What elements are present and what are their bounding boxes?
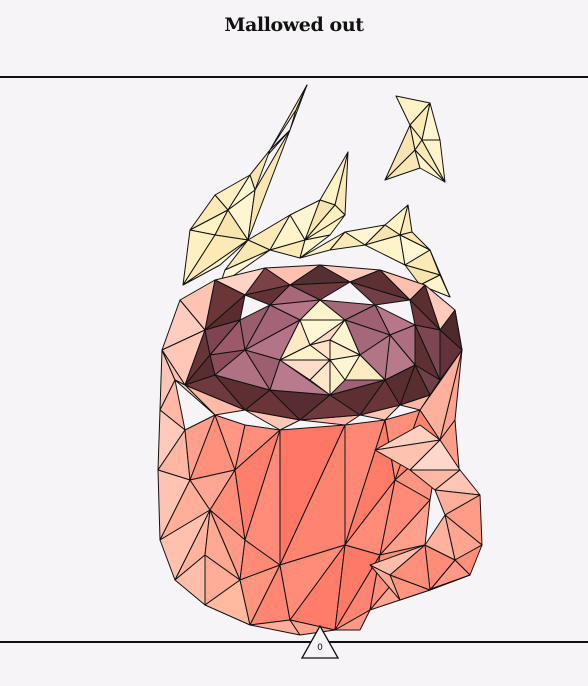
score-counter-button[interactable]: 0 (300, 624, 340, 660)
page-title: Mallowed out (224, 14, 364, 36)
counter-value: 0 (317, 643, 323, 653)
mug-artwork (157, 84, 483, 636)
triangle-icon (300, 624, 340, 659)
mug-handle (369, 424, 483, 601)
header-bar: Mallowed out (0, 0, 588, 78)
cocoa-surface (184, 264, 463, 421)
mug-body (157, 349, 463, 636)
steam-group (182, 84, 451, 298)
footer-divider (0, 641, 588, 643)
